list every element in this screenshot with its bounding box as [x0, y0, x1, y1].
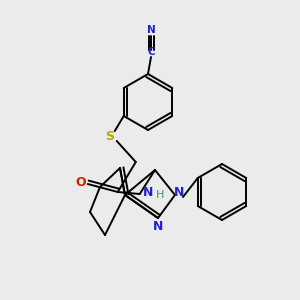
Text: O: O — [75, 176, 86, 188]
Text: N: N — [153, 220, 163, 232]
Text: N: N — [142, 185, 153, 199]
Text: H: H — [156, 190, 164, 200]
Text: C: C — [147, 47, 155, 57]
Text: N: N — [174, 187, 184, 200]
Text: N: N — [147, 25, 155, 35]
Text: S: S — [105, 130, 114, 142]
